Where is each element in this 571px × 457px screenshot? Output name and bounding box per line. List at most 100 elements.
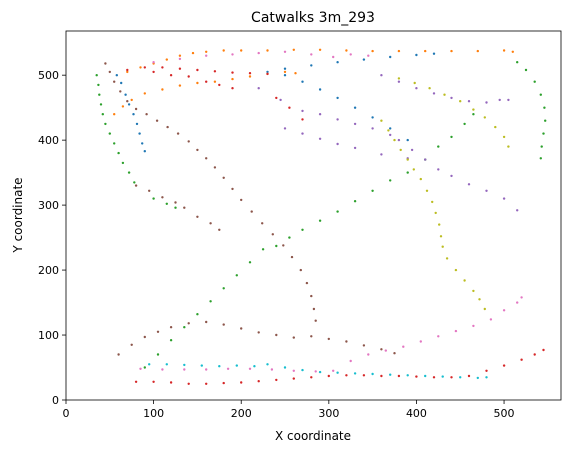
track-9-point-7	[253, 365, 256, 368]
track-5-point-5	[336, 118, 339, 121]
track-4-point-37	[301, 118, 304, 121]
track-6-point-53	[218, 228, 221, 231]
track-1-point-16	[371, 116, 374, 119]
track-5-point-28	[301, 132, 304, 135]
track-3-point-40	[539, 93, 542, 96]
track-5-point-30	[336, 142, 339, 146]
x-tick-label: 0	[63, 407, 70, 420]
track-1-point-1	[115, 74, 119, 77]
track-6-point-29	[148, 189, 151, 192]
track-6-point-42	[257, 331, 260, 334]
track-2-point-16	[424, 49, 427, 53]
track-2-point-26	[178, 84, 182, 87]
track-4-point-32	[231, 71, 234, 74]
track-9-point-16	[406, 374, 409, 377]
track-4-point-23	[520, 358, 523, 361]
track-3-point-30	[389, 179, 392, 182]
track-5-point-19	[397, 80, 401, 83]
track-3-point-5	[101, 113, 105, 116]
track-4-point-25	[542, 348, 545, 352]
track-9-point-19	[459, 376, 462, 379]
track-2-point-6	[191, 51, 195, 55]
track-6-point-21	[282, 244, 285, 247]
track-9-point-8	[266, 363, 269, 366]
track-7-point-23	[152, 61, 155, 64]
track-1-point-4	[127, 103, 131, 106]
track-4-point-19	[450, 376, 453, 379]
track-1	[115, 52, 436, 153]
track-6-point-15	[222, 176, 225, 179]
track-4-point-15	[380, 374, 383, 378]
track-6-point-9	[166, 125, 169, 129]
track-3-point-29	[371, 189, 374, 192]
track-5-point-21	[432, 92, 436, 95]
x-axis: 0 100 200 300 400 500	[63, 400, 515, 420]
track-6-point-3	[113, 80, 116, 83]
track-6-point-45	[310, 335, 313, 338]
track-4-point-38	[152, 70, 155, 74]
track-5	[257, 74, 519, 212]
track-2-point-11	[292, 48, 295, 51]
track-9-point-10	[301, 368, 304, 372]
y-axis-label: Y coordinate	[11, 177, 25, 253]
track-6-point-8	[155, 119, 159, 122]
track-4-point-41	[205, 80, 208, 83]
track-4-point-2	[152, 380, 155, 383]
track-6-point-48	[362, 344, 366, 347]
track-6-point-40	[222, 323, 225, 326]
track-4-point-7	[240, 381, 243, 384]
track-6-point-49	[380, 348, 383, 351]
track-9-point-6	[235, 364, 238, 367]
track-1-point-12	[301, 80, 304, 83]
track-3-point-24	[288, 236, 291, 239]
track-6-point-41	[240, 327, 243, 330]
y-tick-label: 400	[38, 134, 59, 147]
track-6-point-2	[108, 70, 112, 74]
track-9-point-18	[441, 375, 444, 378]
track-7-point-30	[332, 55, 335, 59]
track-5-point-20	[415, 87, 418, 90]
track-9-point-13	[353, 372, 357, 375]
track-3-point-37	[516, 61, 519, 64]
plot-frame	[65, 30, 562, 401]
track-6-point-12	[196, 148, 199, 152]
track-6-point-50	[393, 352, 396, 355]
track-2-point-32	[283, 70, 287, 74]
track-7	[139, 50, 523, 373]
track-4-point-20	[467, 374, 471, 378]
track-7-point-26	[231, 53, 234, 56]
track-8-point-3	[393, 138, 396, 142]
track-4-point-13	[345, 374, 348, 377]
track-3-point-6	[104, 122, 107, 126]
track-3-point-16	[183, 326, 186, 329]
track-6-point-1	[104, 62, 107, 65]
track-3-point-13	[143, 366, 146, 369]
track-6-point-4	[119, 90, 122, 93]
track-5-point-11	[424, 158, 427, 161]
track-8-point-20	[397, 77, 401, 80]
track-2-point-27	[196, 81, 199, 85]
track-1-point-8	[141, 142, 144, 145]
track-8-point-13	[441, 245, 444, 248]
track-6-point-20	[271, 233, 274, 236]
track-1-point-23	[389, 55, 392, 59]
track-6-point-43	[275, 333, 278, 337]
track-7-point-3	[183, 368, 186, 371]
x-tick-label: 100	[143, 407, 164, 420]
track-4-point-11	[310, 376, 313, 379]
track-2-point-20	[511, 50, 514, 53]
track-2-point-25	[161, 88, 164, 91]
track-6-point-16	[231, 187, 234, 191]
track-8-point-25	[472, 108, 475, 111]
track-3-point-35	[463, 122, 466, 126]
track-3-point-43	[542, 132, 545, 135]
track-3-point-39	[533, 80, 536, 83]
track-7-point-5	[226, 367, 230, 370]
track-3-point-36	[472, 113, 475, 116]
track-7-point-7	[270, 368, 274, 371]
track-3-point-31	[406, 171, 409, 174]
track-9-point-15	[389, 373, 392, 376]
track-6-point-30	[161, 196, 164, 199]
track-4-point-35	[275, 96, 278, 100]
track-5-point-27	[283, 127, 287, 130]
